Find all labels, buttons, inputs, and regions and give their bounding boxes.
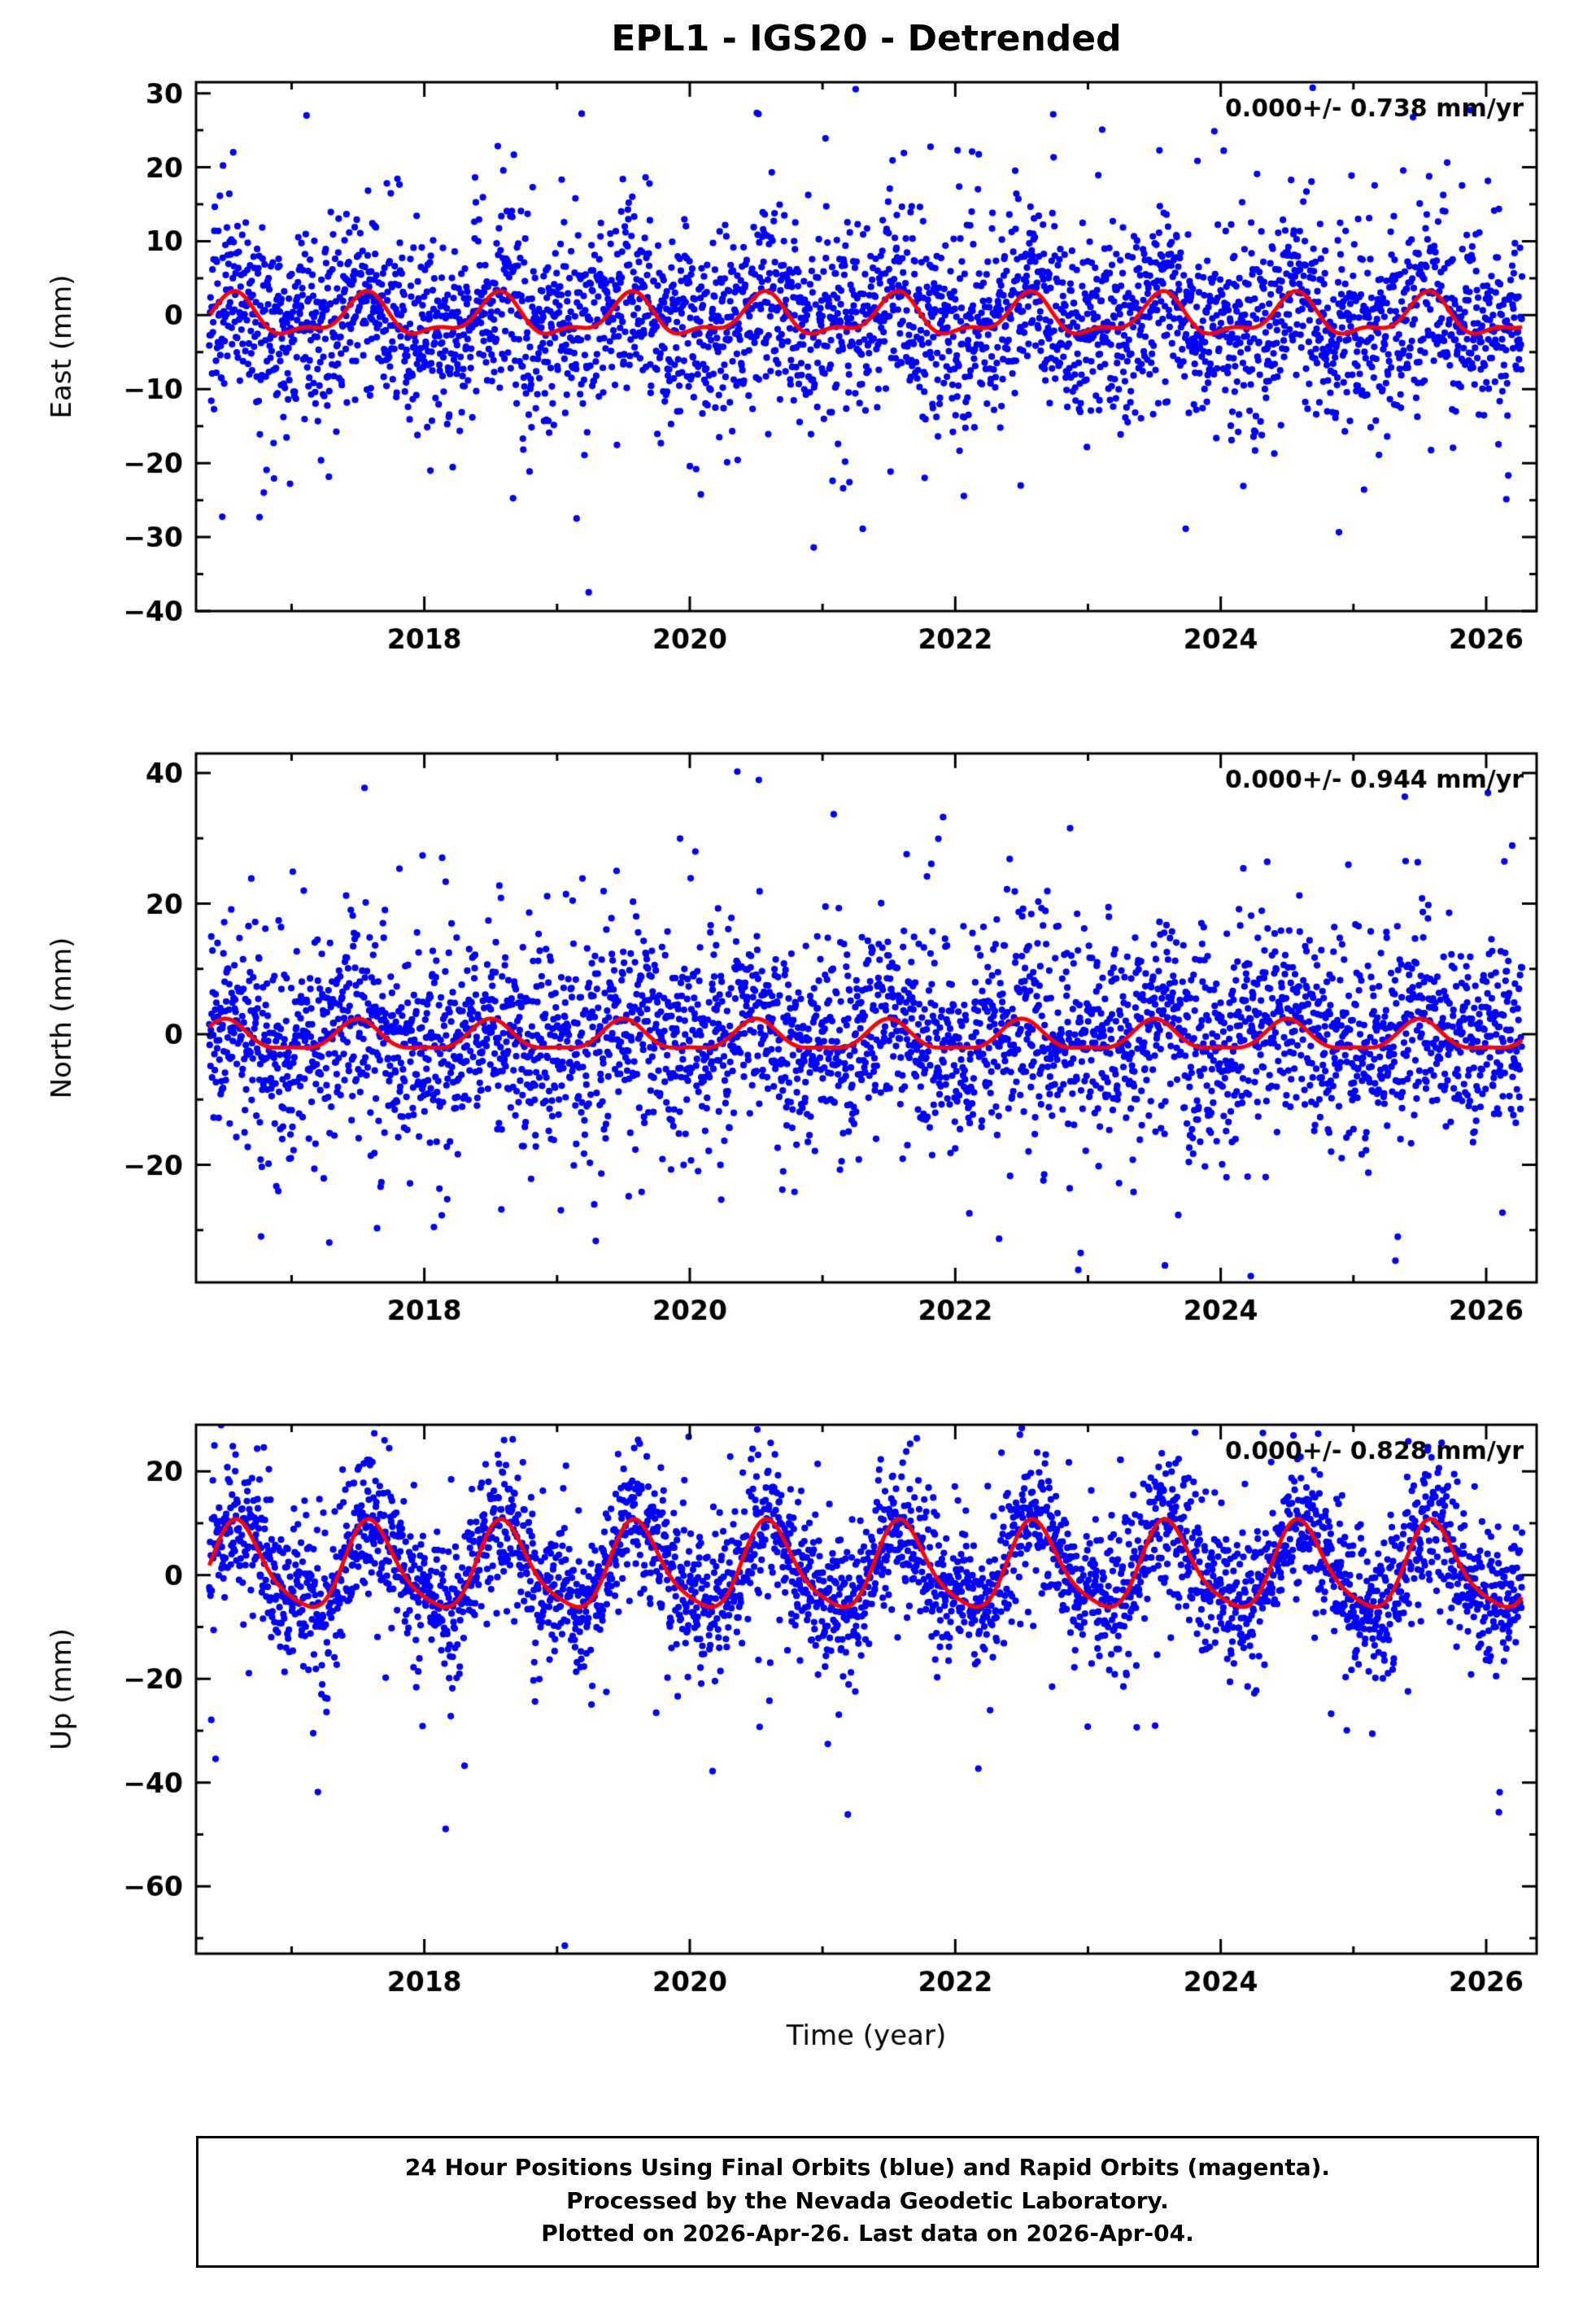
footer-line-1: 24 Hour Positions Using Final Orbits (bl…: [404, 2154, 1331, 2181]
footer-note: 24 Hour Positions Using Final Orbits (bl…: [196, 2136, 1539, 2268]
up-chart-canvas: [25, 1413, 1571, 2064]
east-chart-canvas: [25, 71, 1571, 666]
footer-line-2: Processed by the Nevada Geodetic Laborat…: [566, 2186, 1169, 2214]
footer-line-3: Plotted on 2026-Apr-26. Last data on 202…: [541, 2220, 1194, 2247]
north-chart-canvas: [25, 742, 1571, 1338]
page-title: EPL1 - IGS20 - Detrended: [611, 18, 1122, 59]
